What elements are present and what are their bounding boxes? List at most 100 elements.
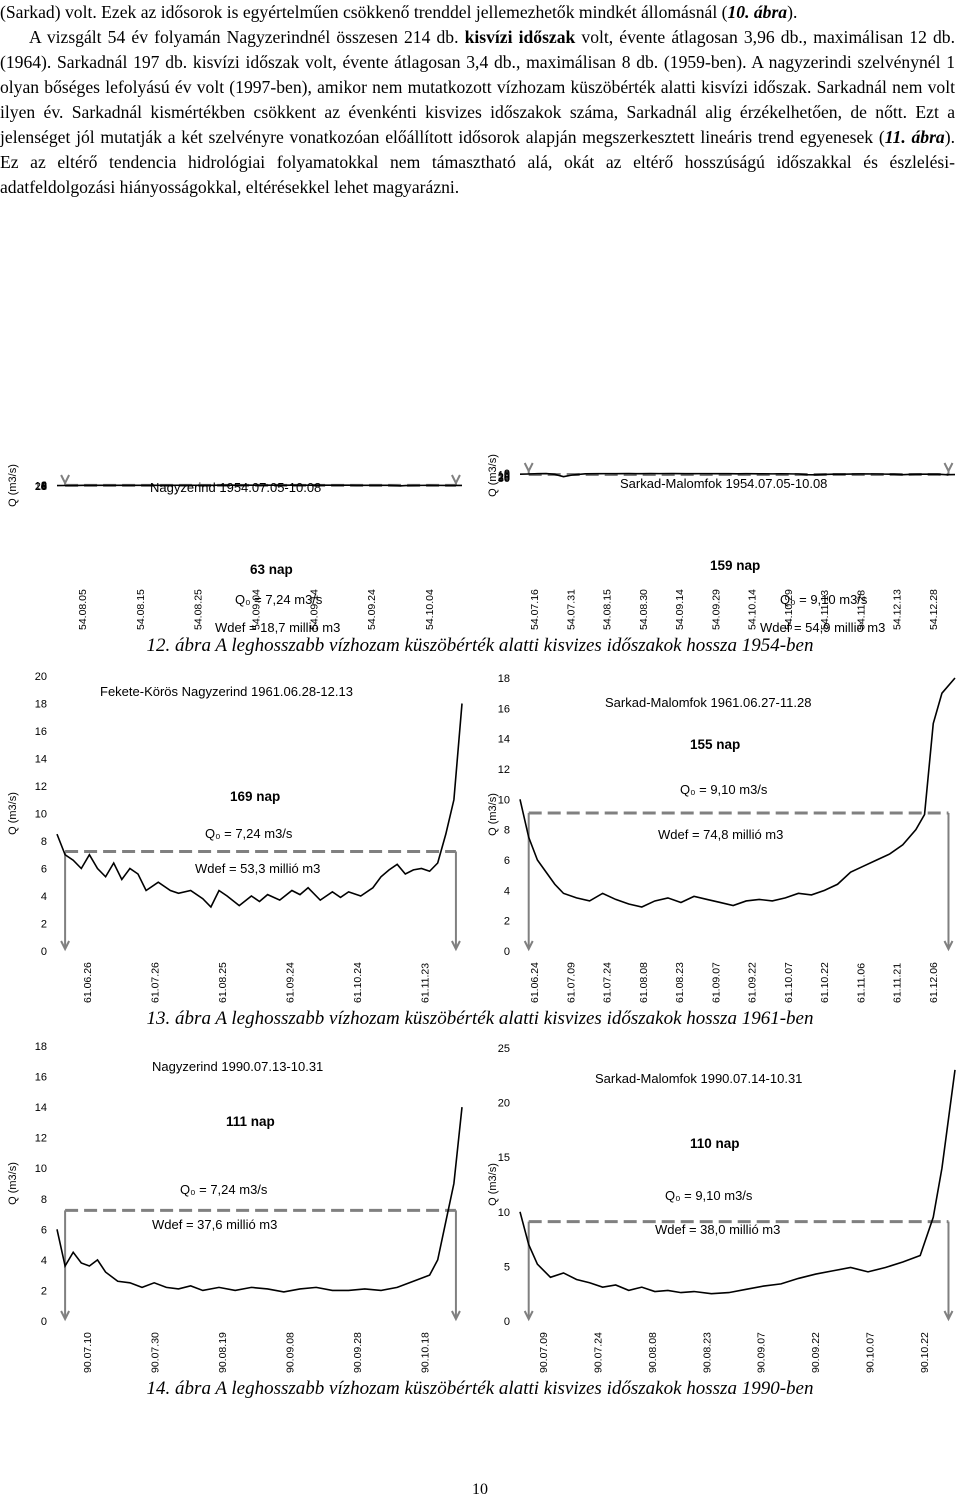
duration-label: 159 nap <box>710 558 760 573</box>
y-tick-label: 20 <box>35 671 47 683</box>
y-tick-label: 18 <box>35 1041 47 1053</box>
x-tick-label: 90.08.23 <box>701 1332 713 1373</box>
arrow-head-marker <box>943 462 954 474</box>
y-axis-label: Q (m3/s) <box>487 1163 499 1206</box>
y-tick-label: 6 <box>504 855 510 867</box>
x-tick-label: 61.09.24 <box>284 962 296 1003</box>
arrow-head-marker <box>943 940 954 952</box>
y-tick-label: 10 <box>498 1207 510 1219</box>
x-tick-label: 54.08.25 <box>193 589 205 630</box>
x-tick-label: 61.07.24 <box>602 962 614 1003</box>
threshold-label: Q₀ = 7,24 m3/s <box>180 1182 268 1197</box>
chart-title: Nagyzerind 1954.07.05-10.08 <box>150 480 321 495</box>
y-tick-label: 5 <box>504 469 510 481</box>
x-tick-label: 90.09.22 <box>810 1332 822 1373</box>
chart-nagyzerind-1990: 0 2 4 6 8 10 12 14 16 18 Q (m3/s) 90.07.10 90.07.30 9… <box>0 1036 470 1376</box>
figure-13-caption: 13. ábra A leghosszabb vízhozam küszöbér… <box>146 1008 814 1029</box>
chart-sarkad-1961: 0 2 4 6 8 10 12 14 16 18 Q (m3/s) 61.06.24 61.07.09 6… <box>480 666 960 1006</box>
x-tick-label: 61.10.24 <box>352 962 364 1003</box>
threshold-label: Q₀ = 7,24 m3/s <box>205 826 293 841</box>
y-tick-label: 15 <box>498 471 510 483</box>
x-tick-label: 90.07.24 <box>593 1332 605 1373</box>
x-tick-label: 90.07.09 <box>538 1332 550 1373</box>
x-tick-label: 61.10.22 <box>819 962 831 1003</box>
y-tick-label: 6 <box>41 480 47 492</box>
deficit-label: Wdef = 37,6 millió m3 <box>152 1217 277 1232</box>
arrow-head-marker <box>451 1310 461 1322</box>
y-tick-label: 16 <box>35 481 47 493</box>
y-tick-label: 0 <box>504 468 510 480</box>
y-tick-label: 10 <box>498 470 510 482</box>
x-tick-label: 54.08.15 <box>135 589 147 630</box>
x-tick-label: 61.06.24 <box>529 962 541 1003</box>
arrow-head-marker <box>451 474 461 486</box>
y-tick-label: 10 <box>35 809 47 821</box>
x-tick-label: 61.08.23 <box>674 962 686 1003</box>
arrow-head-marker <box>451 940 461 952</box>
text-run: 11. ábra <box>884 127 945 147</box>
y-tick-label: 2 <box>504 916 510 928</box>
x-tick-label: 54.10.14 <box>747 589 759 630</box>
x-tick-label: 61.10.07 <box>783 962 795 1003</box>
x-tick-label: 90.08.19 <box>217 1332 229 1373</box>
chart-title: Sarkad-Malomfok 1954.07.05-10.08 <box>620 476 827 491</box>
y-axis-label: Q (m3/s) <box>487 454 499 497</box>
y-tick-label: 14 <box>35 754 47 766</box>
x-tick-label: 54.09.29 <box>710 589 722 630</box>
x-tick-label: 90.09.07 <box>756 1332 768 1373</box>
y-tick-label: 20 <box>498 1098 510 1110</box>
chart-sarkad-1990: 0 5 10 15 20 25 Q (m3/s) 90.07.09 90.07.24 90.08.… <box>480 1036 960 1376</box>
x-tick-label: 61.07.26 <box>149 962 161 1003</box>
y-tick-label: 8 <box>41 836 47 848</box>
x-tick-label: 54.08.30 <box>638 589 650 630</box>
y-tick-label: 10 <box>498 794 510 806</box>
threshold-label: Q₀ = 9,10 m3/s <box>780 592 868 607</box>
deficit-label: Wdef = 53,3 millió m3 <box>195 861 320 876</box>
y-tick-label: 0 <box>41 946 47 958</box>
threshold-label: Q₀ = 9,10 m3/s <box>680 782 768 797</box>
x-tick-label: 54.08.05 <box>77 589 89 630</box>
threshold-label: Q₀ = 9,10 m3/s <box>665 1188 753 1203</box>
y-tick-label: 18 <box>35 699 47 711</box>
y-tick-label: 6 <box>41 1224 47 1236</box>
y-tick-label: 10 <box>35 1163 47 1175</box>
deficit-label: Wdef = 38,0 millió m3 <box>655 1222 780 1237</box>
x-tick-label: 90.10.18 <box>419 1332 431 1373</box>
deficit-label: Wdef = 74,8 millió m3 <box>658 827 783 842</box>
deficit-label: Wdef = 18,7 millió m3 <box>215 620 340 635</box>
x-tick-label: 61.12.06 <box>928 962 940 1003</box>
x-tick-label: 61.06.26 <box>82 962 94 1003</box>
text-run: 10. ábra <box>727 2 788 22</box>
y-tick-label: 2 <box>41 1285 47 1297</box>
text-run: volt, évente átlagosan 3,96 db., maximál… <box>0 27 955 147</box>
chart-title: Fekete-Körös Nagyzerind 1961.06.28-12.13 <box>100 684 353 699</box>
x-tick-label: 90.08.08 <box>647 1332 659 1373</box>
x-tick-label: 61.08.25 <box>217 962 229 1003</box>
discharge-series-line <box>56 1107 463 1293</box>
page-number: 10 <box>472 1481 488 1498</box>
y-tick-label: 25 <box>498 1043 510 1055</box>
y-tick-label: 12 <box>498 764 510 776</box>
arrow-head-marker <box>523 462 534 474</box>
y-tick-label: 14 <box>35 1102 47 1114</box>
y-tick-label: 15 <box>498 1152 510 1164</box>
y-tick-label: 4 <box>41 480 47 492</box>
y-axis-label: Q (m3/s) <box>7 1162 19 1205</box>
arrow-head-marker <box>60 1310 70 1322</box>
x-tick-label: 54.10.29 <box>783 589 795 630</box>
threshold-label: Q₀ = 7,24 m3/s <box>235 592 323 607</box>
x-tick-label: 54.12.28 <box>928 589 940 630</box>
chart-svg: 0 2 4 6 8 10 12 14 16 18 Q (m3/s) 61.06.24 61.07.09 6… <box>487 673 956 1003</box>
chart-nagyzerind-1961: 0 2 4 6 8 10 12 14 16 18 20 Q (m3/s) 61.06.26 61.07.2… <box>0 666 470 1006</box>
x-tick-label: 54.07.16 <box>529 589 541 630</box>
text-run: kisvízi időszak <box>464 27 576 47</box>
chart-sarkad-1954: 0 5 10 15 20 25 30 Q (m3/s) 54.07.16 54.07.31 54.0… <box>480 454 960 635</box>
y-tick-label: 8 <box>504 825 510 837</box>
y-tick-label: 0 <box>504 1316 510 1328</box>
y-tick-label: 4 <box>41 1255 47 1267</box>
arrow-head-marker <box>60 940 70 952</box>
chart-title: Nagyzerind 1990.07.13-10.31 <box>152 1059 323 1074</box>
body-text: (Sarkad) volt. Ezek az idősorok is egyér… <box>0 0 955 200</box>
y-tick-label: 20 <box>498 471 510 483</box>
y-tick-label: 14 <box>35 481 47 493</box>
